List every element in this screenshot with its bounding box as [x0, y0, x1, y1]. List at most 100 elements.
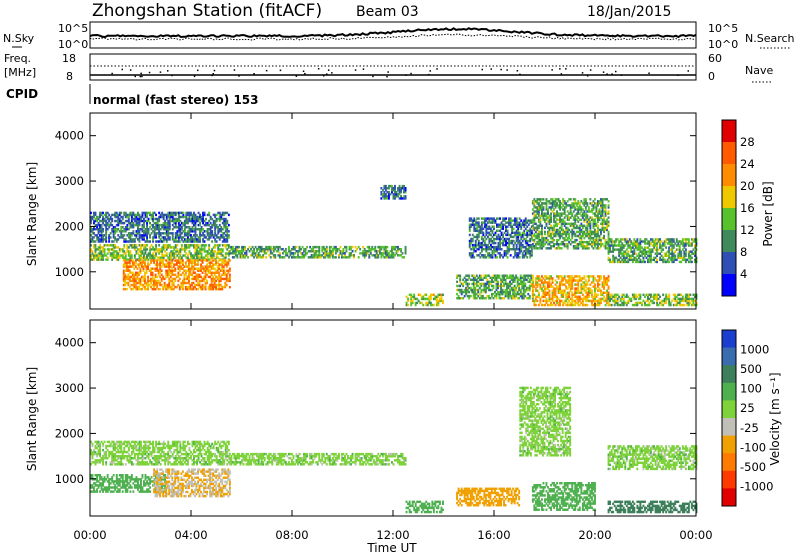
heatmap-cell [594, 224, 596, 228]
heatmap-cell [126, 246, 129, 249]
heatmap-cell [184, 285, 187, 289]
heatmap-cell [523, 229, 526, 233]
heatmap-cell [603, 216, 606, 219]
heatmap-cell [592, 295, 595, 299]
heatmap-cell [208, 248, 211, 251]
heatmap-cell [193, 256, 195, 259]
heatmap-cell [474, 290, 477, 294]
heatmap-cell [610, 242, 613, 245]
heatmap-cell [357, 256, 360, 259]
heatmap-cell [560, 202, 563, 205]
heatmap-cell [328, 248, 331, 251]
heatmap-cell [140, 244, 142, 247]
heatmap-cell [589, 202, 592, 205]
heatmap-cell [589, 228, 592, 232]
heatmap-cell [392, 193, 395, 196]
heatmap-cell [483, 239, 486, 243]
heatmap-cell [171, 259, 174, 262]
heatmap-cell [149, 250, 152, 253]
heatmap-cell [437, 303, 440, 307]
heatmap-cell [188, 263, 190, 266]
heatmap-cell [190, 236, 192, 239]
heatmap-cell [521, 239, 524, 243]
heatmap-cell [432, 293, 435, 297]
heatmap-cell [598, 301, 601, 305]
freq-mark [323, 75, 325, 77]
heatmap-cell [515, 292, 518, 296]
heatmap-cell [553, 238, 556, 242]
freq-mark [490, 68, 492, 70]
heatmap-cell [109, 244, 112, 247]
heatmap-cell [600, 301, 602, 305]
heatmap-cell [161, 215, 164, 219]
heatmap-cell [554, 232, 557, 236]
heatmap-cell [583, 214, 586, 217]
heatmap-cell [484, 290, 487, 294]
heatmap-cell [218, 275, 221, 279]
heatmap-cell [603, 283, 606, 286]
heatmap-cell [202, 232, 205, 235]
heatmap-cell [537, 293, 540, 297]
heatmap-cell [545, 281, 548, 284]
heatmap-cell [505, 237, 508, 241]
heatmap-cell [177, 221, 180, 225]
heatmap-cell [565, 295, 568, 299]
heatmap-cell [571, 297, 574, 301]
heatmap-cell [578, 232, 581, 236]
heatmap-cell [187, 254, 189, 257]
heatmap-cell [473, 223, 476, 226]
heatmap-cell [529, 243, 532, 247]
heatmap-cell [565, 234, 568, 238]
heatmap-cell [224, 221, 227, 225]
heatmap-cell [192, 287, 195, 291]
heatmap-cell [569, 216, 572, 219]
heatmap-cell [202, 256, 205, 259]
heatmap-cell [556, 285, 559, 288]
heatmap-cell [600, 297, 602, 301]
heatmap-cell [189, 287, 192, 291]
heatmap-cell [248, 250, 251, 253]
heatmap-cell [537, 277, 540, 280]
heatmap-cell [598, 210, 601, 213]
heatmap-cell [208, 244, 211, 247]
heatmap-cell [233, 250, 236, 253]
heatmap-cell [212, 279, 215, 283]
heatmap-cell [583, 285, 586, 288]
heatmap-cell [130, 234, 133, 237]
heatmap-cell [206, 232, 209, 235]
heatmap-cell [318, 256, 321, 259]
heatmap-cell [99, 226, 102, 229]
heatmap-cell [536, 226, 539, 230]
heatmap-cell [591, 210, 593, 213]
date-title: 18/Jan/2015 [587, 4, 671, 20]
heatmap-cell [260, 245, 263, 249]
heatmap-cell [506, 282, 509, 286]
heatmap-cell [102, 221, 105, 225]
heatmap-cell [486, 278, 489, 282]
heatmap-cell [388, 252, 390, 255]
heatmap-cell [194, 232, 197, 235]
heatmap-cell [144, 263, 146, 266]
heatmap-cell [224, 226, 227, 229]
heatmap-cell [606, 291, 609, 294]
heatmap-cell [472, 282, 475, 286]
heatmap-cell [486, 248, 489, 251]
heatmap-cell [207, 271, 210, 275]
heatmap-cell [489, 276, 492, 280]
heatmap-cell [179, 232, 182, 235]
heatmap-cell [211, 240, 214, 243]
heatmap-cell [122, 269, 125, 272]
heatmap-cell [325, 250, 328, 253]
heatmap-cell [536, 275, 539, 278]
heatmap-cell [553, 293, 556, 297]
heatmap-cell [106, 215, 109, 219]
heatmap-cell [583, 289, 586, 292]
heatmap-cell [581, 301, 584, 305]
heatmap-cell [152, 226, 155, 229]
heatmap-cell [556, 232, 559, 236]
heatmap-cell [196, 252, 199, 255]
heatmap-cell [571, 285, 574, 288]
heatmap-cell [597, 200, 599, 203]
heatmap-cell [226, 226, 229, 229]
heatmap-cell [501, 290, 504, 294]
